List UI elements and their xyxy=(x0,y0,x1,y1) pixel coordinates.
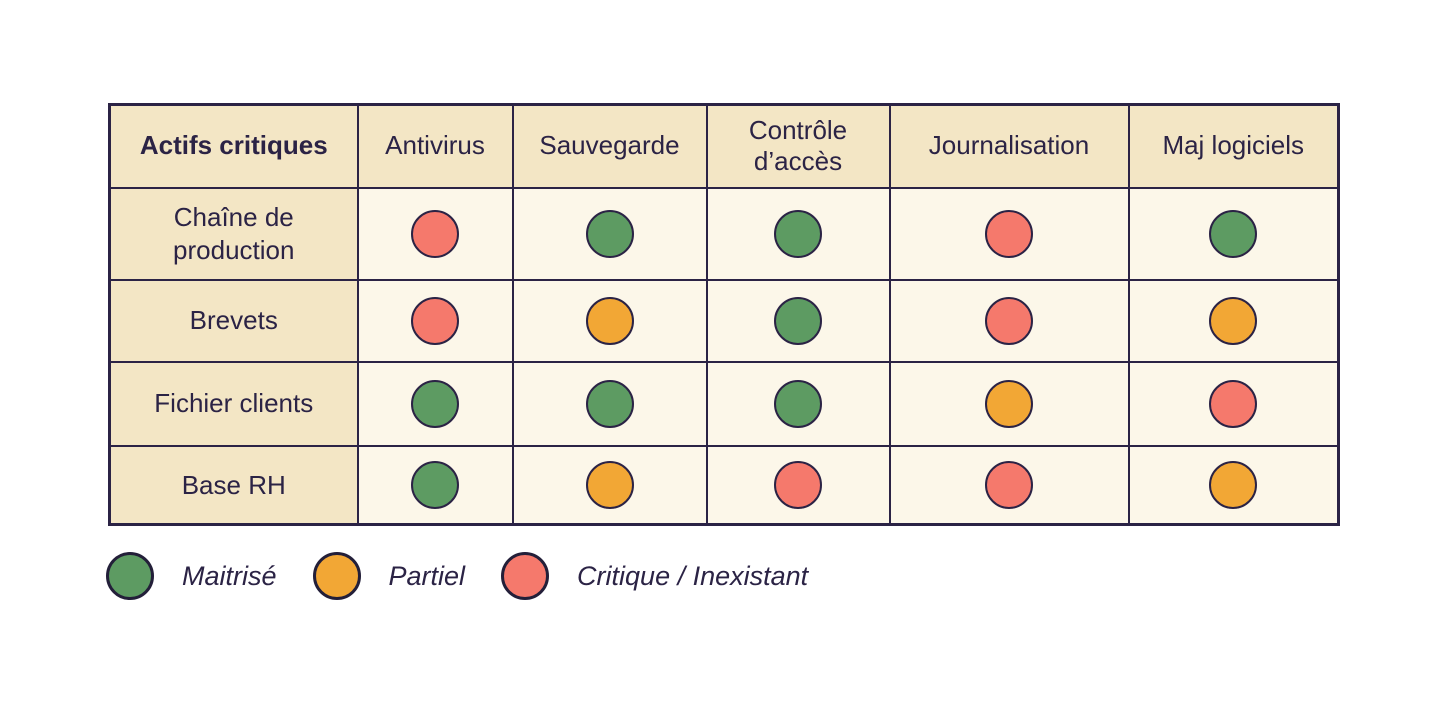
status-dot xyxy=(985,209,1033,258)
legend-label-maitrise: Maitrisé xyxy=(182,560,277,591)
table-row-base-rh: Base RH xyxy=(108,444,1340,526)
legend-item-maitrise: Maitrisé xyxy=(106,552,277,600)
status-dot xyxy=(1209,460,1258,509)
legend-item-partiel: Partiel xyxy=(312,552,466,600)
legend: Maitrisé Partiel Critique / Inexistant xyxy=(106,552,808,600)
matrix-cell xyxy=(356,360,514,447)
risk-matrix-table: Actifs critiques Antivirus Sauvegarde Co… xyxy=(108,103,1340,526)
column-header-actifs-critiques: Actifs critiques xyxy=(108,103,359,189)
matrix-cell xyxy=(1127,360,1340,447)
column-header-maj-logiciels: Maj logiciels xyxy=(1127,103,1340,189)
status-dot xyxy=(585,460,634,509)
matrix-cell xyxy=(705,360,891,447)
row-header: Base RH xyxy=(108,444,359,526)
row-header: Brevets xyxy=(108,278,359,363)
legend-dot-maitrise xyxy=(106,552,154,600)
matrix-cell xyxy=(356,444,514,526)
status-dot xyxy=(1209,209,1258,258)
matrix-cell xyxy=(511,186,708,281)
matrix-cell xyxy=(888,186,1130,281)
table-row-chaine-de-production: Chaîne de production xyxy=(108,186,1340,281)
matrix-cell xyxy=(356,278,514,363)
row-header: Chaîne de production xyxy=(108,186,359,281)
matrix-cell xyxy=(888,444,1130,526)
header-row: Actifs critiques Antivirus Sauvegarde Co… xyxy=(108,103,1340,189)
matrix-cell xyxy=(888,278,1130,363)
matrix-cell xyxy=(511,278,708,363)
status-dot xyxy=(411,296,459,345)
status-dot xyxy=(1209,296,1258,345)
legend-label-partiel: Partiel xyxy=(388,560,466,591)
row-header: Fichier clients xyxy=(108,360,359,447)
status-dot xyxy=(985,379,1033,428)
status-dot xyxy=(411,209,459,258)
matrix-cell xyxy=(1127,444,1340,526)
table-row-fichier-clients: Fichier clients xyxy=(108,360,1340,447)
matrix-cell xyxy=(888,360,1130,447)
legend-dot-critique xyxy=(501,552,550,600)
status-dot xyxy=(774,296,822,345)
column-header-controle-acces: Contrôle d’accès xyxy=(705,103,891,189)
matrix-cell xyxy=(705,278,891,363)
matrix-cell xyxy=(511,360,708,447)
matrix-cell xyxy=(511,444,708,526)
matrix-cell xyxy=(705,186,891,281)
status-dot xyxy=(774,379,822,428)
status-dot xyxy=(585,296,634,345)
status-dot xyxy=(585,209,634,258)
status-dot xyxy=(411,379,459,428)
status-dot xyxy=(774,209,822,258)
legend-label-critique: Critique / Inexistant xyxy=(577,560,809,591)
legend-item-critique: Critique / Inexistant xyxy=(501,552,808,600)
matrix-cell xyxy=(356,186,514,281)
column-header-antivirus: Antivirus xyxy=(356,103,514,189)
matrix-cell xyxy=(1127,278,1340,363)
status-dot xyxy=(985,296,1033,345)
status-dot xyxy=(585,379,634,428)
matrix-cell xyxy=(1127,186,1340,281)
status-dot xyxy=(774,460,822,509)
column-header-journalisation: Journalisation xyxy=(888,103,1130,189)
status-dot xyxy=(1209,379,1258,428)
column-header-sauvegarde: Sauvegarde xyxy=(511,103,708,189)
status-dot xyxy=(411,460,459,509)
status-dot xyxy=(985,460,1033,509)
legend-dot-partiel xyxy=(312,552,361,600)
matrix-cell xyxy=(705,444,891,526)
table-row-brevets: Brevets xyxy=(108,278,1340,363)
